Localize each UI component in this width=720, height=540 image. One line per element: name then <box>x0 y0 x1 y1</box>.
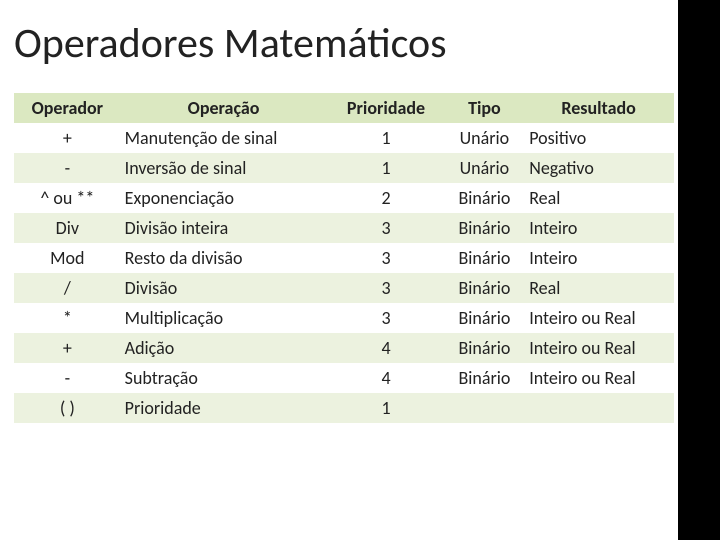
cell-operacao: Multiplicação <box>121 303 329 333</box>
operators-table: Operador Operação Prioridade Tipo Result… <box>14 93 674 423</box>
cell-prioridade: 3 <box>328 213 443 243</box>
cell-operador: + <box>14 333 121 363</box>
col-header-operador: Operador <box>14 93 121 123</box>
cell-tipo: Binário <box>444 273 526 303</box>
cell-operador: ( ) <box>14 393 121 423</box>
cell-resultado: Inteiro <box>525 243 674 273</box>
cell-prioridade: 2 <box>328 183 443 213</box>
cell-resultado: Inteiro ou Real <box>525 303 674 333</box>
table-row: / Divisão 3 Binário Real <box>14 273 674 303</box>
cell-resultado: Inteiro ou Real <box>525 363 674 393</box>
table-row: - Inversão de sinal 1 Unário Negativo <box>14 153 674 183</box>
slide-title: Operadores Matemáticos <box>14 18 670 69</box>
cell-operacao: Adição <box>121 333 329 363</box>
col-header-resultado: Resultado <box>525 93 674 123</box>
cell-operador: Mod <box>14 243 121 273</box>
slide-sidebar <box>678 0 720 540</box>
cell-operador: Div <box>14 213 121 243</box>
cell-operacao: Divisão <box>121 273 329 303</box>
cell-resultado: Real <box>525 183 674 213</box>
cell-resultado: Negativo <box>525 153 674 183</box>
cell-prioridade: 1 <box>328 123 443 153</box>
table-row: ^ ou ** Exponenciação 2 Binário Real <box>14 183 674 213</box>
cell-resultado: Positivo <box>525 123 674 153</box>
cell-operador: - <box>14 153 121 183</box>
cell-tipo <box>444 393 526 423</box>
cell-operacao: Exponenciação <box>121 183 329 213</box>
table-row: * Multiplicação 3 Binário Inteiro ou Rea… <box>14 303 674 333</box>
table-row: Div Divisão inteira 3 Binário Inteiro <box>14 213 674 243</box>
cell-operador: + <box>14 123 121 153</box>
slide-content: Operadores Matemáticos Operador Operação… <box>0 0 670 423</box>
table-row: Mod Resto da divisão 3 Binário Inteiro <box>14 243 674 273</box>
table-row: ( ) Prioridade 1 <box>14 393 674 423</box>
cell-tipo: Unário <box>444 153 526 183</box>
cell-operador: / <box>14 273 121 303</box>
cell-prioridade: 4 <box>328 363 443 393</box>
cell-tipo: Unário <box>444 123 526 153</box>
cell-resultado: Real <box>525 273 674 303</box>
cell-operador: - <box>14 363 121 393</box>
cell-tipo: Binário <box>444 303 526 333</box>
cell-operacao: Inversão de sinal <box>121 153 329 183</box>
cell-resultado <box>525 393 674 423</box>
table-row: - Subtração 4 Binário Inteiro ou Real <box>14 363 674 393</box>
col-header-tipo: Tipo <box>444 93 526 123</box>
cell-prioridade: 3 <box>328 243 443 273</box>
cell-operador: * <box>14 303 121 333</box>
cell-tipo: Binário <box>444 333 526 363</box>
table-header-row: Operador Operação Prioridade Tipo Result… <box>14 93 674 123</box>
cell-operador: ^ ou ** <box>14 183 121 213</box>
cell-prioridade: 1 <box>328 153 443 183</box>
cell-resultado: Inteiro <box>525 213 674 243</box>
cell-prioridade: 3 <box>328 273 443 303</box>
cell-prioridade: 1 <box>328 393 443 423</box>
cell-operacao: Divisão inteira <box>121 213 329 243</box>
cell-resultado: Inteiro ou Real <box>525 333 674 363</box>
cell-operacao: Prioridade <box>121 393 329 423</box>
cell-prioridade: 3 <box>328 303 443 333</box>
cell-operacao: Resto da divisão <box>121 243 329 273</box>
cell-tipo: Binário <box>444 213 526 243</box>
table-body: + Manutenção de sinal 1 Unário Positivo … <box>14 123 674 423</box>
cell-tipo: Binário <box>444 243 526 273</box>
cell-tipo: Binário <box>444 363 526 393</box>
cell-prioridade: 4 <box>328 333 443 363</box>
cell-operacao: Subtração <box>121 363 329 393</box>
cell-tipo: Binário <box>444 183 526 213</box>
table-row: + Manutenção de sinal 1 Unário Positivo <box>14 123 674 153</box>
cell-operacao: Manutenção de sinal <box>121 123 329 153</box>
col-header-prioridade: Prioridade <box>328 93 443 123</box>
table-row: + Adição 4 Binário Inteiro ou Real <box>14 333 674 363</box>
col-header-operacao: Operação <box>121 93 329 123</box>
